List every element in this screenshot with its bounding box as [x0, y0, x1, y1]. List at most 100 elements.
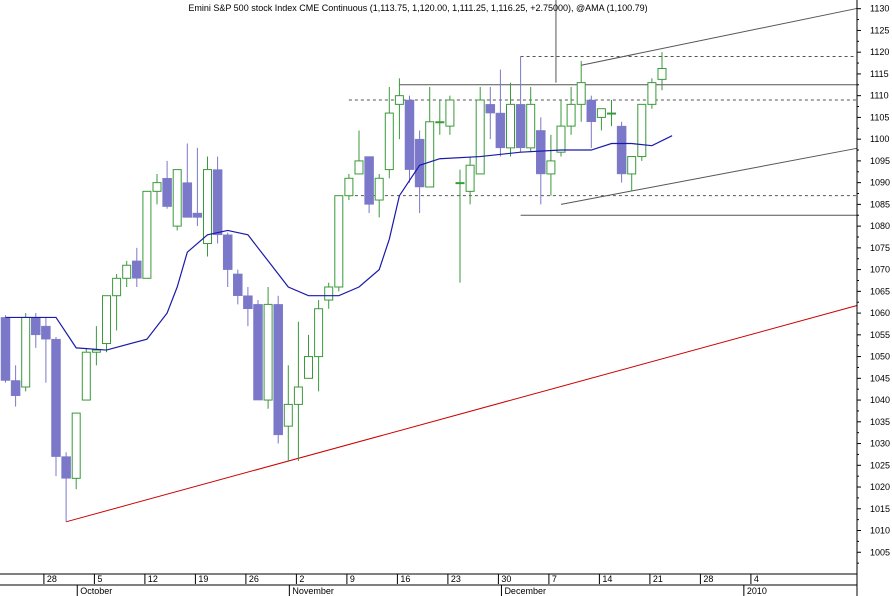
y-tick-label: 1110 [870, 91, 889, 101]
candle-body-down [404, 99, 415, 170]
y-tick-label: 1085 [870, 199, 890, 209]
candle [465, 156, 475, 205]
y-tick-label: 1015 [870, 504, 890, 514]
candle [81, 347, 91, 401]
candle [41, 317, 51, 383]
candle [354, 130, 364, 175]
candle [152, 173, 162, 205]
candle [71, 412, 81, 490]
candle-body-down [364, 156, 374, 205]
candle [212, 156, 223, 244]
candle [162, 160, 172, 209]
candle-body-up [102, 295, 111, 345]
candle-body-up [455, 182, 465, 185]
x-tick-label: 9 [350, 574, 355, 584]
x-tick-label: 19 [198, 574, 208, 584]
x-tick-label: 5 [97, 574, 102, 584]
candle-body-up [425, 121, 435, 188]
candle-body-down [253, 304, 263, 401]
candle [586, 95, 597, 148]
candle [182, 143, 193, 218]
candle [222, 232, 233, 287]
y-tick-label: 1115 [870, 69, 889, 79]
candle [627, 156, 637, 192]
candle-body-up [435, 121, 445, 124]
y-axis: 1005 1010 1015 1020 1025 1030 1035 1040 1045 1050… [856, 0, 890, 596]
month-label: 2010 [747, 586, 767, 596]
candle-body-up [304, 356, 313, 379]
x-tick-label: 28 [703, 574, 713, 584]
x-tick-label: 7 [552, 574, 557, 584]
candle [283, 365, 293, 461]
candle-body-down [212, 169, 223, 236]
x-tick-label: 30 [501, 574, 511, 584]
candle [172, 169, 182, 231]
candle [10, 365, 21, 407]
chart-title: Emini S&P 500 stock Index CME Continuous… [188, 3, 647, 13]
candle [546, 134, 556, 196]
candle-body-up [314, 308, 324, 358]
candle-body-up [637, 103, 647, 158]
candle [566, 86, 576, 135]
candle-body-up [122, 264, 132, 279]
candle-body-up [627, 156, 637, 175]
candle [435, 100, 445, 135]
candle [414, 130, 425, 214]
candle [304, 334, 313, 379]
x-tick-label: 4 [754, 574, 759, 584]
x-tick-label: 21 [653, 574, 663, 584]
candle-body-up [384, 112, 394, 171]
candle-body-up [576, 82, 586, 105]
candle-body-up [657, 67, 667, 80]
candle [0, 315, 11, 383]
candle [445, 95, 455, 135]
candle [637, 103, 647, 161]
candle-body-down [233, 273, 243, 296]
candle [576, 60, 586, 122]
candle [495, 69, 506, 157]
candle [21, 313, 31, 392]
candle [374, 173, 384, 218]
candle-body-down [485, 104, 496, 114]
candle-body-up [374, 177, 384, 201]
y-tick-label: 1030 [870, 439, 890, 449]
candle-body-down [51, 338, 61, 457]
candle [455, 169, 465, 283]
y-tick-label: 1125 [870, 25, 889, 35]
candle [132, 247, 142, 287]
y-tick-label: 1055 [870, 330, 890, 340]
candle [293, 321, 303, 461]
y-tick-label: 1100 [870, 134, 889, 144]
y-tick-label: 1050 [870, 352, 890, 362]
candle [122, 260, 132, 287]
candle-body-up [172, 169, 182, 227]
y-tick-label: 1025 [870, 460, 890, 470]
candle [31, 313, 41, 348]
candle-body-up [344, 177, 354, 197]
candle-body-up [91, 349, 101, 353]
candle-body-down [61, 456, 71, 479]
candle [425, 86, 435, 188]
y-tick-label: 1010 [870, 526, 890, 536]
candle-body-down [182, 182, 193, 218]
y-tick-label: 1035 [870, 417, 890, 427]
candle-body-up [566, 103, 576, 127]
candle-body-up [112, 277, 122, 297]
candle [596, 108, 606, 131]
month-label: November [292, 586, 334, 596]
candle-body-down [10, 380, 21, 396]
trend-line [560, 147, 858, 205]
candle [536, 117, 546, 205]
candle-body-down [31, 317, 41, 336]
candle [243, 287, 253, 327]
candle-body-up [334, 195, 344, 288]
candle-body-up [596, 108, 606, 118]
candle-body-down [132, 260, 142, 279]
candle [203, 156, 212, 257]
candle-body-up [21, 316, 31, 388]
x-tick-label: 26 [249, 574, 259, 584]
y-tick-label: 1005 [870, 547, 890, 557]
candle-body-up [445, 99, 455, 127]
y-tick-label: 1090 [870, 178, 890, 188]
trend-line [65, 305, 858, 523]
